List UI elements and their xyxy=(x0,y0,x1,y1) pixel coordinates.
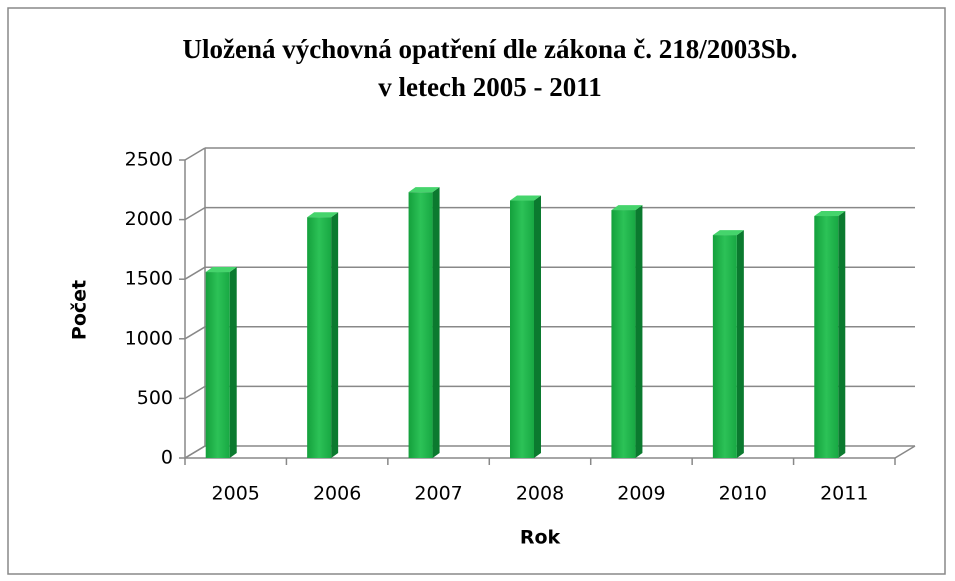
bar-face xyxy=(331,212,339,458)
bar-face xyxy=(736,230,744,458)
grid-line xyxy=(184,385,206,400)
bar xyxy=(510,195,541,458)
axis-line xyxy=(184,160,916,459)
grid-line xyxy=(184,147,206,161)
bar-face xyxy=(432,187,440,458)
bar-face xyxy=(408,187,440,193)
bar-face xyxy=(307,217,332,458)
bar-face xyxy=(408,192,433,458)
bar-face xyxy=(205,272,230,458)
grid-line xyxy=(184,326,206,340)
x-tick-label: 2006 xyxy=(313,483,361,505)
y-tick-label: 2000 xyxy=(125,208,173,230)
bar-face xyxy=(635,205,643,458)
bar xyxy=(307,212,339,458)
bar-face xyxy=(534,195,541,458)
bar-face xyxy=(510,195,541,201)
bar-face xyxy=(510,200,534,458)
x-tick-label: 2009 xyxy=(617,483,665,505)
bar-face xyxy=(307,212,339,218)
x-tick-label: 2005 xyxy=(212,483,260,505)
y-tick-label: 2500 xyxy=(125,149,173,171)
chart-title: Uložená výchovná opatření dle zákona č. … xyxy=(182,34,797,64)
y-tick-label: 1500 xyxy=(125,268,173,290)
bar-face xyxy=(229,267,237,458)
bar xyxy=(814,211,846,458)
bar xyxy=(611,205,643,458)
bar xyxy=(205,267,237,458)
chart-title: v letech 2005 - 2011 xyxy=(378,72,601,102)
grid-line xyxy=(184,445,206,459)
bar-face xyxy=(611,205,643,211)
bar-face xyxy=(712,230,744,236)
x-axis-title: Rok xyxy=(520,527,561,549)
bar-face xyxy=(611,210,636,458)
bar-face xyxy=(814,216,839,458)
bar-face xyxy=(712,235,737,458)
bar-face xyxy=(814,211,846,217)
y-tick-label: 500 xyxy=(137,387,173,409)
bar xyxy=(712,230,744,458)
chart-frame xyxy=(7,7,946,575)
x-tick-label: 2010 xyxy=(719,483,767,505)
y-axis-title: Počet xyxy=(69,280,91,340)
bar-face xyxy=(838,211,846,458)
x-tick-label: 2007 xyxy=(414,483,462,505)
grid-line xyxy=(184,266,206,280)
y-tick-label: 0 xyxy=(161,447,173,469)
y-tick-label: 1000 xyxy=(125,327,173,349)
bar-face xyxy=(205,267,237,273)
x-tick-label: 2011 xyxy=(820,483,868,505)
bar xyxy=(408,187,440,458)
grid-line xyxy=(184,206,206,221)
x-tick-label: 2008 xyxy=(516,483,564,505)
